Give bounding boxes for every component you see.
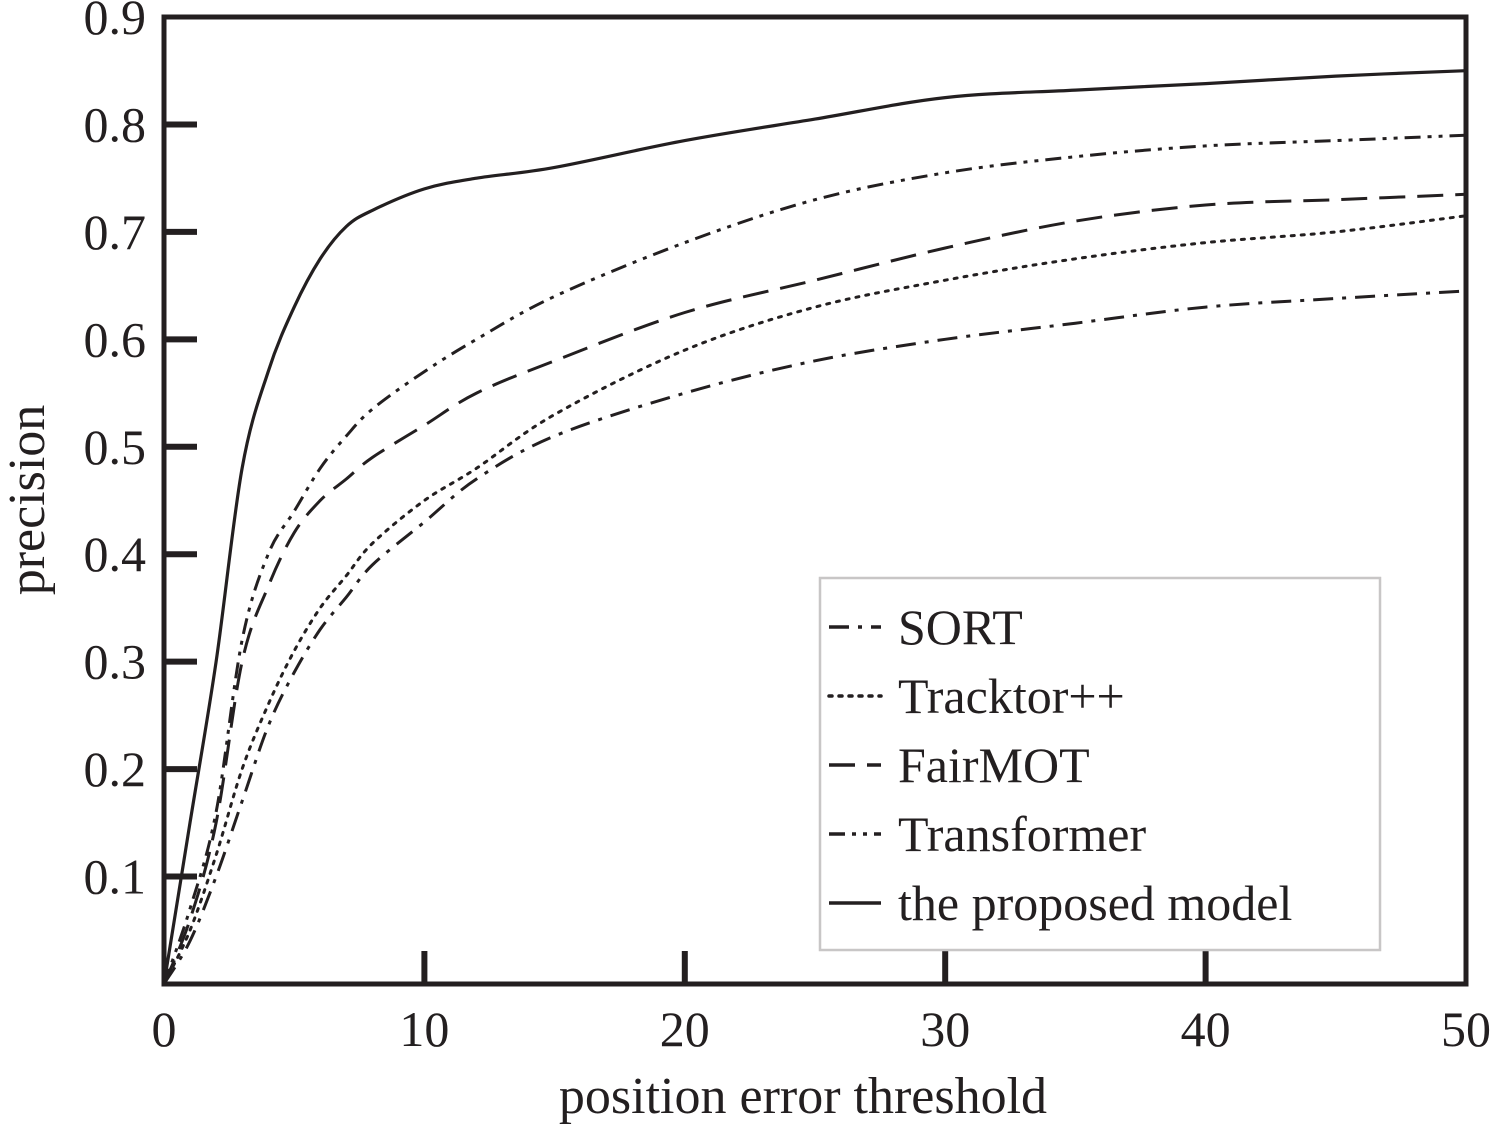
series-layer [162, 69, 1468, 986]
legend-label: SORT [898, 599, 1023, 655]
legend-label: Transformer [898, 806, 1146, 862]
legend-label: FairMOT [898, 737, 1090, 793]
y-tick-label: 0.1 [84, 849, 147, 905]
series-line-transformer [162, 133, 1467, 985]
y-tick-label: 0.6 [84, 311, 147, 367]
legend-box [818, 576, 1382, 952]
y-tick-label: 0.7 [84, 204, 147, 260]
x-tick-label: 50 [1441, 1001, 1491, 1057]
y-axis-title: precision [0, 405, 56, 596]
x-tick-label: 10 [399, 1001, 449, 1057]
x-tick-label: 40 [1181, 1001, 1231, 1057]
tick-layer: 0 10 20 30 40 50 0.1 0.2 0.3 0.4 0.5 0.6 0.7 0.8 0.9 [84, 0, 1491, 1057]
x-tick-label: 20 [660, 1001, 710, 1057]
x-tick-label: 30 [920, 1001, 970, 1057]
x-tick-label: 0 [152, 1001, 177, 1057]
y-tick-label: 0.5 [84, 419, 147, 475]
x-axis-title: position error threshold [559, 1068, 1047, 1125]
y-tick-label: 0.3 [84, 634, 147, 690]
series-line-fairmot [162, 192, 1467, 985]
legend-label: Tracktor++ [898, 668, 1125, 724]
series-line-the-proposed-model [162, 69, 1467, 985]
y-tick-label: 0.9 [84, 0, 147, 45]
y-tick-label: 0.2 [84, 741, 147, 797]
series-line-sort [162, 289, 1467, 985]
y-tick-label: 0.4 [84, 526, 147, 582]
plot-frame [161, 14, 1469, 987]
y-tick-label: 0.8 [84, 96, 147, 152]
legend-label: the proposed model [898, 875, 1292, 931]
legend: SORT Tracktor++ FairMOT Transformer the prop… [818, 576, 1382, 952]
